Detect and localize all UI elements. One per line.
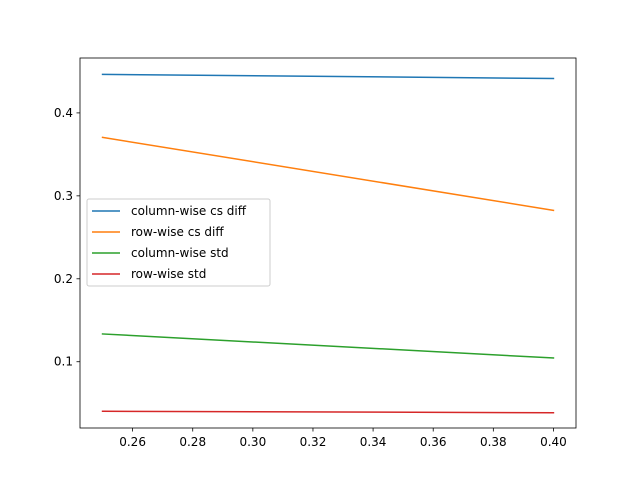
x-tick-label: 0.40 — [540, 435, 567, 449]
x-axis: 0.26 0.28 0.30 0.32 0.34 0.36 0.38 0.40 — [119, 428, 567, 449]
legend-label-4: row-wise std — [131, 267, 206, 281]
x-tick-label: 0.30 — [239, 435, 266, 449]
legend: column-wise cs diff row-wise cs diff colum… — [86, 198, 271, 287]
x-tick-label: 0.36 — [420, 435, 447, 449]
x-tick-label: 0.26 — [119, 435, 146, 449]
y-tick-label: 0.4 — [54, 106, 73, 120]
series-line-3 — [101, 333, 555, 359]
legend-label-2: row-wise cs diff — [131, 225, 224, 239]
series-line-4 — [101, 410, 555, 414]
y-tick-label: 0.1 — [54, 355, 73, 369]
x-tick-label: 0.38 — [480, 435, 507, 449]
x-tick-label: 0.32 — [300, 435, 327, 449]
legend-label-1: column-wise cs diff — [131, 204, 247, 218]
y-tick-label: 0.3 — [54, 189, 73, 203]
series-line-1 — [101, 73, 555, 80]
x-tick-label: 0.28 — [179, 435, 206, 449]
legend-label-3: column-wise std — [131, 246, 229, 260]
y-tick-label: 0.2 — [54, 272, 73, 286]
x-tick-label: 0.34 — [360, 435, 387, 449]
plot-frame — [79, 57, 577, 429]
series-line-2 — [101, 136, 555, 212]
series-layer — [101, 73, 555, 414]
legend-box — [86, 198, 271, 287]
y-axis: 0.1 0.2 0.3 0.4 — [54, 106, 80, 369]
